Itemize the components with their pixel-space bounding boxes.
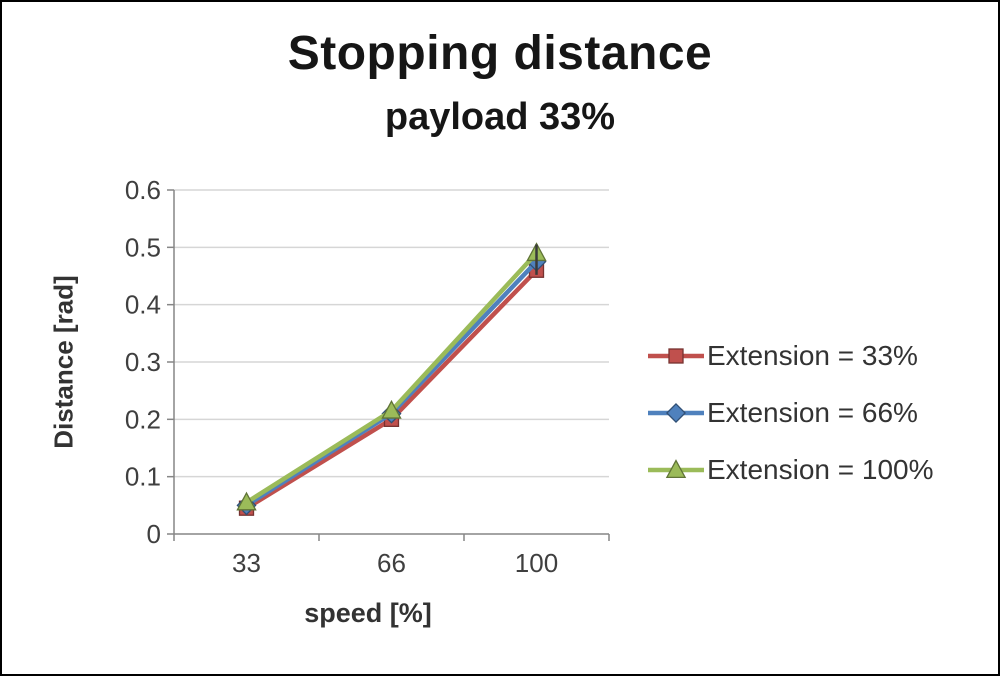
x-tick-label: 66 [377, 548, 406, 578]
legend-label: Extension = 33% [707, 340, 918, 371]
legend: Extension = 33% Extension = 66% Extensio… [647, 340, 934, 511]
legend-swatch [648, 348, 704, 364]
square-marker [668, 348, 684, 364]
triangle-marker [381, 399, 402, 419]
y-tick-label: 0.2 [125, 404, 161, 434]
legend-item: Extension = 100% [647, 454, 934, 486]
legend-label: Extension = 66% [707, 397, 918, 428]
legend-item: Extension = 33% [647, 340, 934, 372]
legend-swatch [648, 459, 704, 479]
y-tick-label: 0.3 [125, 347, 161, 377]
plot-svg: 0 0.1 0.2 0.3 0.4 0.5 0.6 33 66 100 [125, 175, 610, 578]
diamond-marker [665, 402, 687, 424]
y-tick-label: 0.6 [125, 175, 161, 205]
chart-title: Stopping distance [287, 27, 713, 80]
triangle-marker [665, 459, 687, 479]
legend-label: Extension = 100% [707, 454, 934, 485]
series-line-2 [244, 250, 539, 505]
y-axis-title: Distance [rad] [48, 275, 79, 449]
legend-item: Extension = 66% [647, 397, 934, 429]
chart-subtitle: payload 33% [384, 96, 616, 138]
x-tick-label: 100 [515, 548, 558, 578]
legend-swatch [648, 402, 704, 424]
triangle-marker [236, 491, 257, 511]
y-tick-label: 0.5 [125, 232, 161, 262]
x-tick-label: 33 [232, 548, 261, 578]
y-tick-label: 0.4 [125, 290, 161, 320]
y-tick-label: 0 [147, 519, 161, 549]
x-axis-title: speed [%] [304, 598, 432, 628]
y-tick-label: 0.1 [125, 462, 161, 492]
